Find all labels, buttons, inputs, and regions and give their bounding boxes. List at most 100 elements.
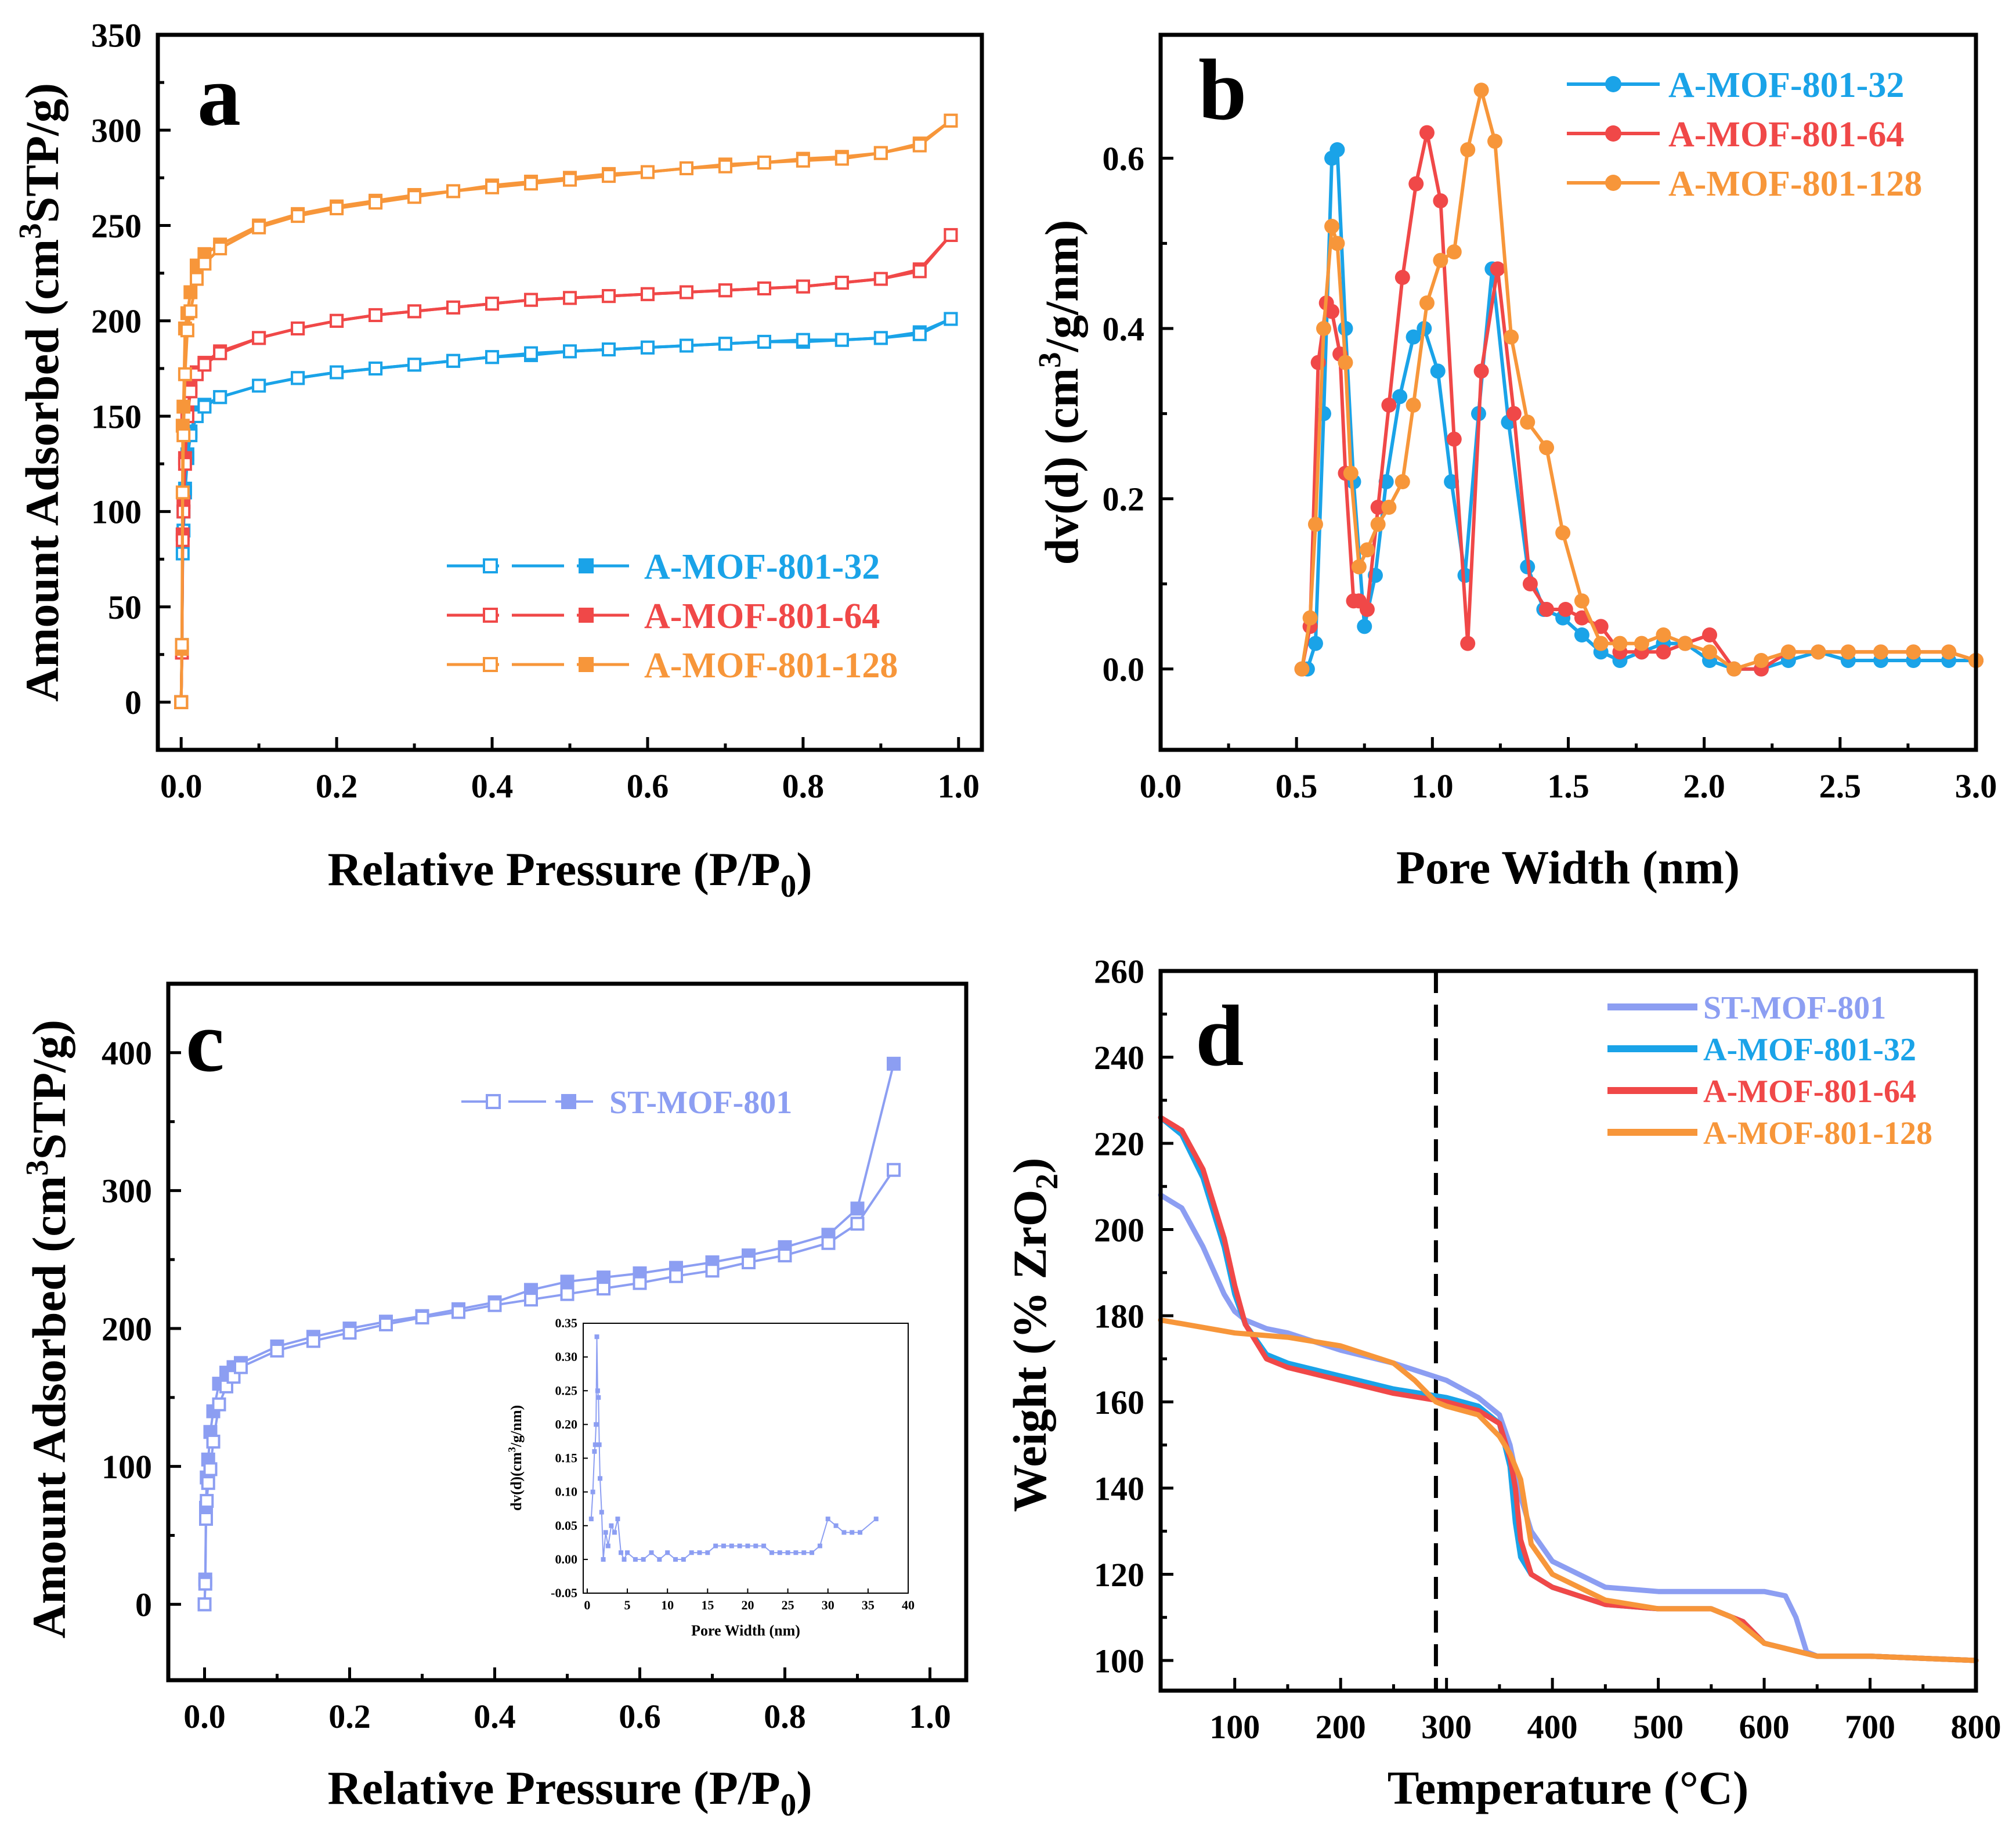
panel-b-tick-labels: 0.0 0.5 1.0 1.5 2.0 2.5 3.0 0.0 0.2 0.4 0.6 bbox=[1103, 140, 1997, 805]
inset-x-tick-label: 40 bbox=[902, 1598, 915, 1612]
legend-label: A-MOF-801-32 bbox=[644, 547, 880, 587]
legend-open-marker bbox=[483, 558, 498, 573]
adsorption-point bbox=[368, 308, 383, 322]
panel-d-xlabel: Temperature (°C) bbox=[1388, 1761, 1749, 1814]
panel-a-legend: A-MOF-801-32 A-MOF-801-64 A-MOF-801-128 bbox=[447, 547, 898, 685]
adsorption-point bbox=[679, 161, 693, 175]
x-tick-label: 0.4 bbox=[471, 767, 514, 805]
inset-y-tick-label: 0.20 bbox=[555, 1417, 578, 1431]
adsorption-point bbox=[330, 201, 344, 215]
inset-point bbox=[612, 1530, 617, 1535]
adsorption-point bbox=[601, 342, 616, 357]
legend-open-marker bbox=[483, 608, 498, 623]
inset-point bbox=[603, 1530, 608, 1535]
adsorption-point bbox=[944, 228, 958, 242]
panel-a-xlabel: Relative Pressure (P/P0) bbox=[327, 843, 812, 904]
inset-point bbox=[825, 1517, 830, 1522]
data-point bbox=[1381, 398, 1397, 413]
data-point bbox=[1446, 431, 1462, 447]
inset-point bbox=[618, 1550, 623, 1555]
data-point bbox=[1473, 82, 1489, 98]
adsorption-point bbox=[446, 300, 461, 315]
legend-label: A-MOF-801-32 bbox=[1703, 1032, 1916, 1068]
adsorption-point bbox=[306, 1334, 320, 1348]
inset-x-tick-label: 15 bbox=[701, 1598, 714, 1612]
data-point bbox=[1593, 636, 1609, 651]
inset-point bbox=[858, 1530, 863, 1535]
legend-label: A-MOF-801-128 bbox=[644, 646, 898, 685]
panel-b-label: b bbox=[1198, 42, 1247, 138]
y-tick-label: 220 bbox=[1094, 1125, 1144, 1163]
y-tick-label: 300 bbox=[91, 112, 142, 150]
inset-x-tick-label: 35 bbox=[862, 1598, 875, 1612]
inset-x-tick-label: 25 bbox=[782, 1598, 794, 1612]
panel-a-ticks bbox=[158, 33, 960, 750]
x-tick-label: 0.0 bbox=[1140, 767, 1182, 805]
data-point bbox=[1338, 321, 1353, 336]
inset-point bbox=[801, 1550, 807, 1555]
adsorption-point bbox=[640, 165, 655, 179]
adsorption-point bbox=[485, 297, 500, 311]
adsorption-point bbox=[252, 220, 266, 234]
panel-d-frame bbox=[1158, 969, 1978, 1693]
data-point bbox=[1656, 627, 1671, 642]
adsorption-point bbox=[234, 1360, 248, 1374]
adsorption-point bbox=[368, 196, 383, 210]
adsorption-point bbox=[601, 289, 616, 304]
adsorption-point bbox=[342, 1326, 357, 1340]
x-tick-label: 700 bbox=[1845, 1708, 1895, 1746]
x-tick-label: 3.0 bbox=[1955, 767, 1997, 805]
data-point bbox=[1359, 602, 1375, 617]
data-point bbox=[1307, 517, 1323, 532]
data-point bbox=[1522, 576, 1538, 591]
tga-curve bbox=[1158, 1192, 1979, 1663]
x-tick-label: 100 bbox=[1209, 1708, 1260, 1746]
data-point bbox=[1726, 661, 1742, 677]
data-point bbox=[1302, 610, 1318, 626]
adsorption-point bbox=[742, 1255, 756, 1269]
panel-c-legend: ST-MOF-801 bbox=[461, 1085, 792, 1121]
data-point bbox=[1780, 644, 1796, 660]
inset-point bbox=[595, 1388, 600, 1393]
adsorption-point bbox=[407, 358, 422, 372]
x-tick-label: 1.0 bbox=[938, 767, 980, 805]
adsorption-point bbox=[178, 457, 192, 471]
data-point bbox=[1357, 619, 1372, 634]
inset-point bbox=[777, 1550, 782, 1555]
adsorption-point bbox=[199, 1511, 213, 1526]
y-tick-label: 200 bbox=[102, 1310, 152, 1348]
data-point bbox=[1370, 517, 1386, 532]
y-tick-label: 150 bbox=[91, 398, 142, 435]
data-point bbox=[1574, 627, 1589, 642]
panel-d-ylabel: Weight (% ZrO2) bbox=[1003, 1158, 1064, 1512]
data-point bbox=[1555, 525, 1571, 540]
adsorption-point bbox=[563, 291, 577, 305]
data-point bbox=[1754, 653, 1769, 668]
panel-d-tick-labels: 100 200 300 400 500 600 700 800 100 120 140 160 180 2… bbox=[1094, 952, 2001, 1746]
legend-label: A-MOF-801-32 bbox=[1668, 66, 1904, 105]
data-point bbox=[1394, 270, 1410, 285]
adsorption-point bbox=[597, 1281, 610, 1296]
panel-d-legend: ST-MOF-801 A-MOF-801-32 A-MOF-801-64 A-MOF-… bbox=[1607, 990, 1932, 1151]
y-tick-label: 0.6 bbox=[1103, 140, 1145, 178]
inset-x-tick-label: 0 bbox=[584, 1598, 590, 1612]
inset-point bbox=[769, 1550, 774, 1555]
inset-point bbox=[689, 1550, 694, 1555]
data-point bbox=[1460, 142, 1476, 157]
inset-frame bbox=[583, 1323, 909, 1594]
adsorption-point bbox=[252, 378, 266, 393]
adsorption-point bbox=[757, 281, 771, 295]
data-point bbox=[1446, 244, 1462, 259]
x-tick-label: 0.2 bbox=[316, 767, 358, 805]
panel-b-series bbox=[1294, 82, 1984, 677]
adsorption-point bbox=[189, 272, 204, 286]
adsorption-point bbox=[912, 138, 927, 153]
inset-y-tick-label: 0.00 bbox=[555, 1552, 578, 1566]
inset-point bbox=[615, 1517, 620, 1522]
x-tick-label: 0.6 bbox=[627, 767, 669, 805]
adsorption-point bbox=[407, 304, 422, 319]
inset-point bbox=[594, 1422, 599, 1427]
inset-point bbox=[592, 1442, 598, 1447]
y-tick-label: 140 bbox=[1094, 1470, 1144, 1507]
